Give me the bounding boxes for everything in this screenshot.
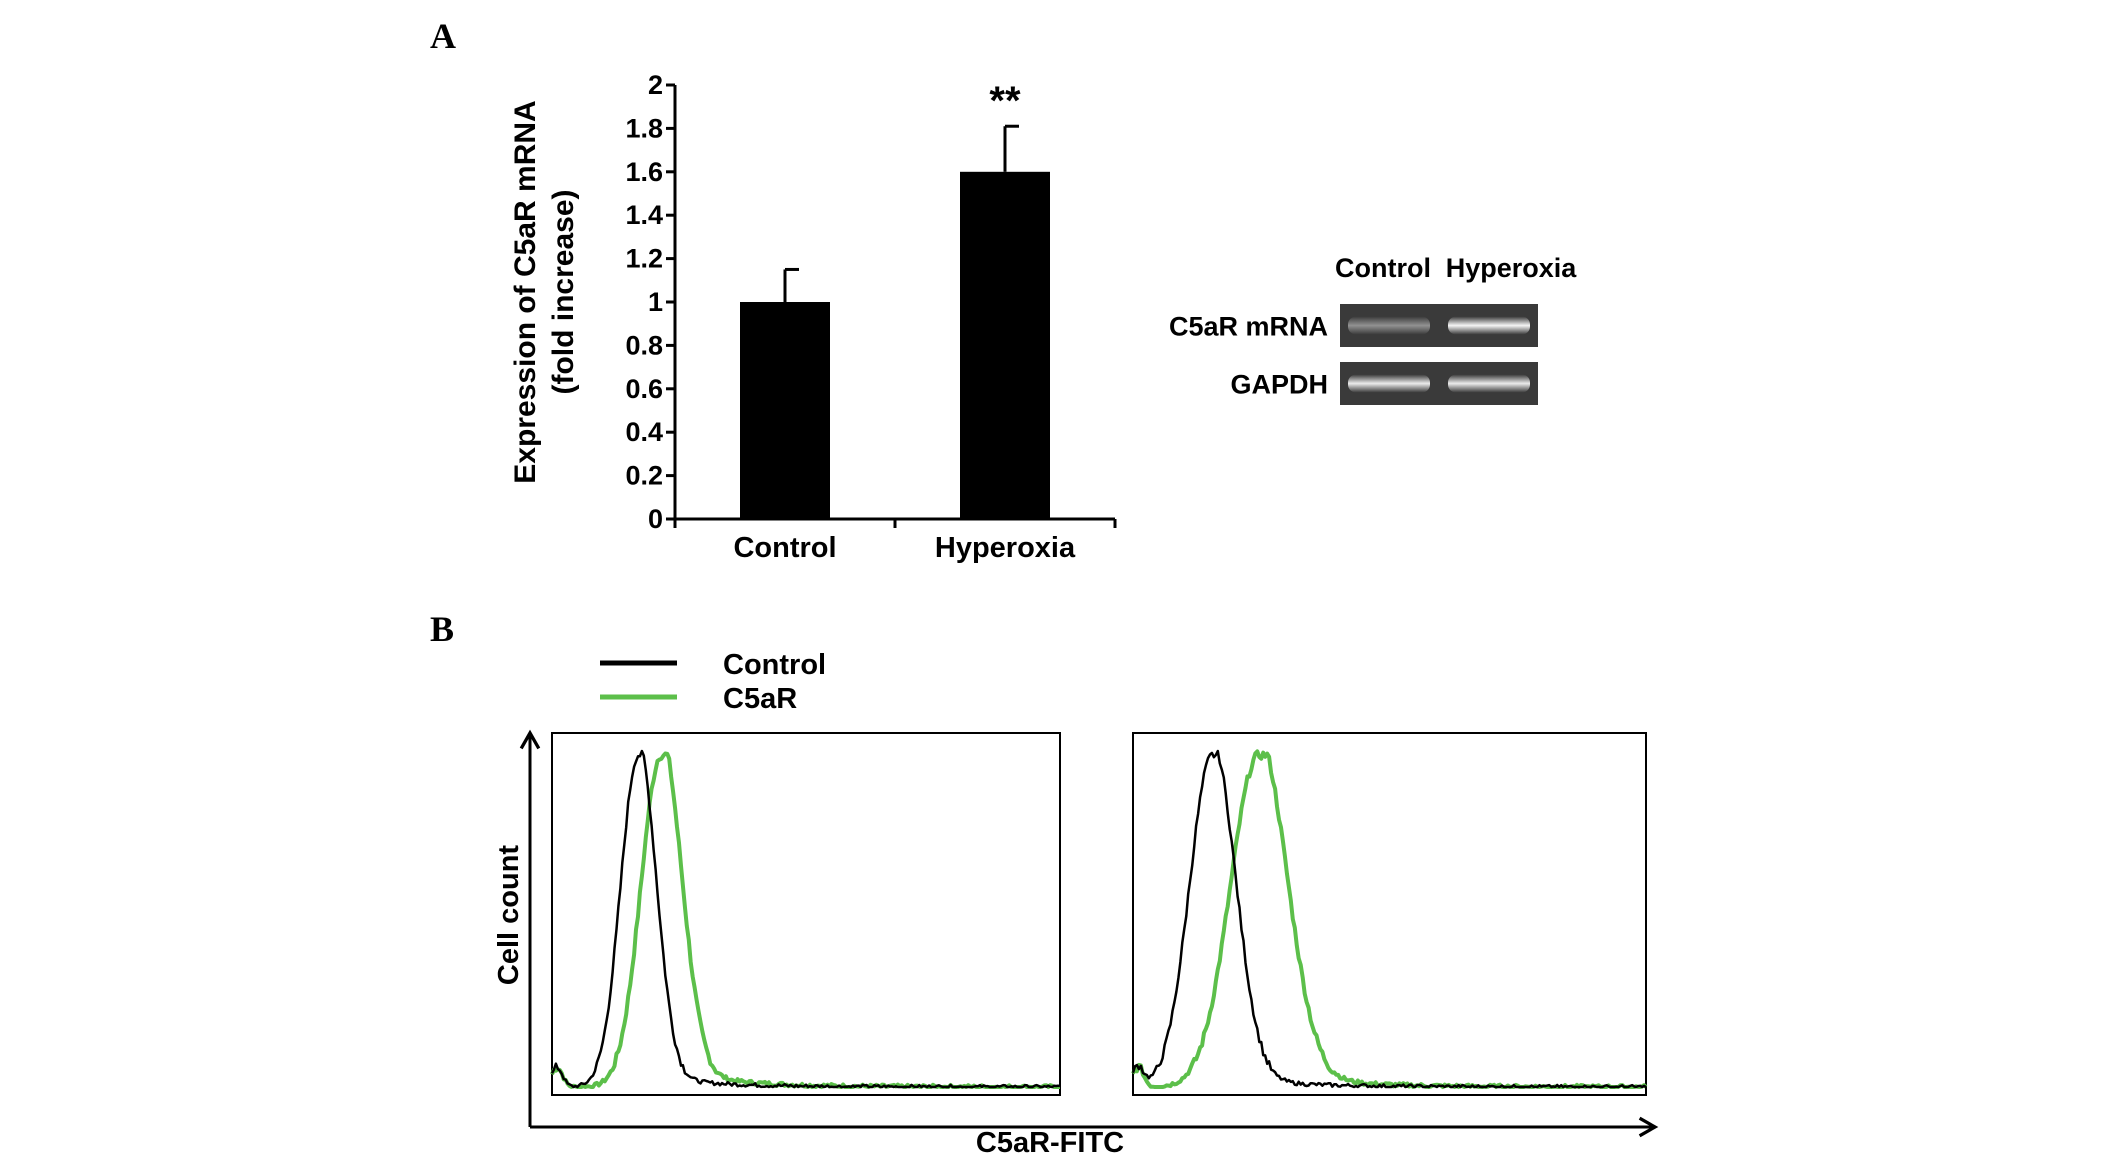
y-axis-title-flow: Cell count	[493, 845, 525, 986]
y-tick-label: 0	[648, 504, 663, 534]
gel-column-label: Hyperoxia	[1446, 253, 1578, 283]
flow-subplot	[1131, 732, 1648, 1096]
category-labels: Control Hyperoxia	[733, 532, 1076, 564]
control-histogram	[1131, 749, 1647, 1089]
category-label: Control	[733, 532, 836, 564]
legend-label: Control	[723, 649, 826, 681]
bar-chart: Expression of C5aR mRNA (fold increase) …	[509, 70, 1117, 564]
legend-label: C5aR	[723, 683, 797, 715]
y-tick-label: 1.6	[625, 157, 663, 187]
flow-subplots	[550, 732, 1648, 1096]
panel-b-letter: B	[430, 609, 454, 649]
gel-row-label: C5aR mRNA	[1169, 312, 1328, 342]
flow-axes	[519, 729, 1659, 1138]
gel-image: Control Hyperoxia C5aR mRNA GAPDH	[1169, 253, 1577, 405]
y-tick-labels: 0 0.2 0.4 0.6 0.8 1 1.2 1.4 1.6 1.8 2	[625, 70, 663, 534]
y-tick-label: 1	[648, 287, 663, 317]
x-axis-title: C5aR-FITC	[976, 1127, 1124, 1155]
gel-band	[1448, 374, 1530, 393]
category-label: Hyperoxia	[935, 532, 1076, 564]
y-tick-label: 1.4	[625, 200, 663, 230]
gel-band	[1348, 374, 1430, 393]
y-tick-label: 2	[648, 70, 663, 100]
panel-a-letter: A	[430, 16, 456, 56]
bar-control	[740, 302, 830, 519]
bar-marks: **	[740, 79, 1050, 520]
plot-frame	[551, 732, 1061, 1096]
y-tick-label: 1.8	[625, 113, 663, 143]
bar-hyperoxia	[960, 171, 1050, 520]
plot-frame	[1132, 732, 1647, 1096]
gel-band	[1448, 316, 1530, 335]
y-tick-label: 0.2	[625, 461, 663, 491]
y-axis-title-line1: Expression of C5aR mRNA	[509, 100, 542, 483]
y-axis-title: Expression of C5aR mRNA (fold increase)	[509, 100, 580, 483]
gel-row-label: GAPDH	[1230, 370, 1328, 400]
flow-subplot	[550, 732, 1061, 1096]
y-tick-label: 0.8	[625, 330, 663, 360]
control-histogram	[550, 749, 1061, 1089]
gel-column-label: Control	[1335, 253, 1431, 283]
y-tick-label: 0.4	[625, 417, 663, 447]
gel-band	[1348, 316, 1430, 335]
y-axis-title-line2: (fold increase)	[547, 189, 580, 394]
y-tick-label: 1.2	[625, 244, 663, 274]
significance-label: **	[989, 79, 1021, 123]
y-tick-label: 0.6	[625, 374, 663, 404]
